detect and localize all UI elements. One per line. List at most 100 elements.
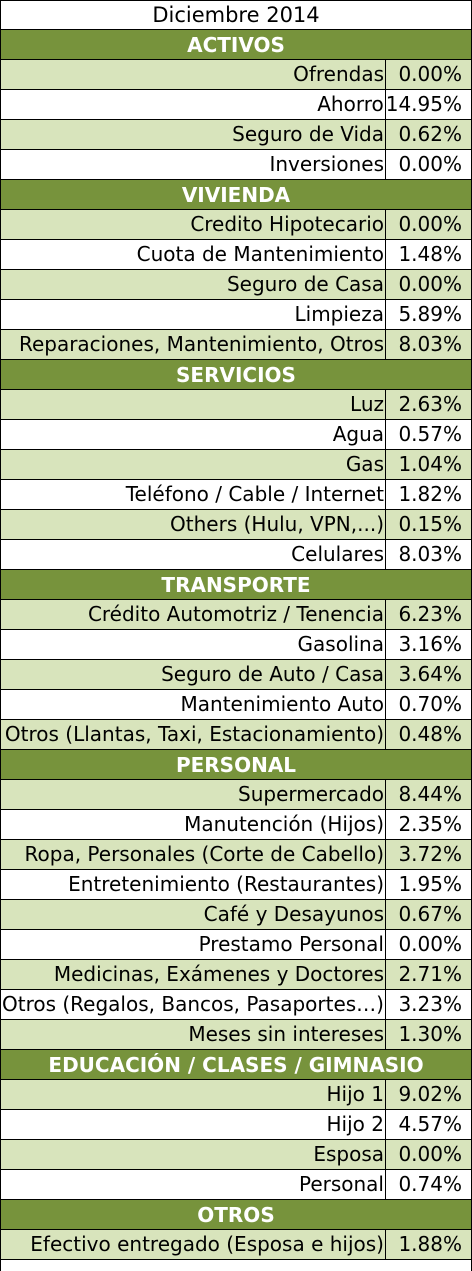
table-row: Seguro de Vida 0.62% xyxy=(0,120,472,150)
table-row: Seguro de Casa 0.00% xyxy=(0,270,472,300)
row-percentage: 3.64% xyxy=(398,662,462,686)
row-label: Medicinas, Exámenes y Doctores xyxy=(0,960,386,989)
table-row: Reparaciones, Mantenimiento, Otros 8.03% xyxy=(0,330,472,360)
table-row: Café y Desayunos 0.67% xyxy=(0,900,472,930)
table-row: Gas 1.04% xyxy=(0,450,472,480)
row-label: Ropa, Personales (Corte de Cabello) xyxy=(0,840,386,869)
table-row: Celulares 8.03% xyxy=(0,540,472,570)
row-label: Teléfono / Cable / Internet xyxy=(0,480,386,509)
table-row: Gasolina 3.16% xyxy=(0,630,472,660)
row-percentage: 3.72% xyxy=(398,842,462,866)
row-percentage: 3.23% xyxy=(398,992,462,1016)
row-percentage: 1.04% xyxy=(398,452,462,476)
row-label: Efectivo entregado (Esposa e hijos) xyxy=(0,1230,386,1259)
row-label: Meses sin intereses xyxy=(0,1020,386,1049)
row-percentage: 1.48% xyxy=(398,242,462,266)
table-row: Seguro de Auto / Casa 3.64% xyxy=(0,660,472,690)
sections-container: ACTIVOS Ofrendas 0.00% Ahorro 14.95% Seguro d… xyxy=(0,30,472,1260)
table-row: Others (Hulu, VPN,...) 0.15% xyxy=(0,510,472,540)
table-row: Otros (Llantas, Taxi, Estacionamiento) 0.… xyxy=(0,720,472,750)
table-row: Hijo 2 4.57% xyxy=(0,1110,472,1140)
table-row: Hijo 1 9.02% xyxy=(0,1080,472,1110)
row-percentage: 0.00% xyxy=(398,1142,462,1166)
row-percentage: 2.35% xyxy=(398,812,462,836)
row-percentage: 4.57% xyxy=(398,1112,462,1136)
row-label: Seguro de Vida xyxy=(0,120,386,149)
row-percentage: 8.03% xyxy=(398,542,462,566)
table-row: Meses sin intereses 1.30% xyxy=(0,1020,472,1050)
row-label: Manutención (Hijos) xyxy=(0,810,386,839)
row-label: Supermercado xyxy=(0,780,386,809)
table-row: Prestamo Personal 0.00% xyxy=(0,930,472,960)
table-row: Mantenimiento Auto 0.70% xyxy=(0,690,472,720)
row-percentage: 8.03% xyxy=(398,332,462,356)
table-row: Crédito Automotriz / Tenencia 6.23% xyxy=(0,600,472,630)
section-header: ACTIVOS xyxy=(0,30,472,60)
table-row: Efectivo entregado (Esposa e hijos) 1.88% xyxy=(0,1230,472,1260)
row-percentage: 0.00% xyxy=(398,152,462,176)
row-label: Agua xyxy=(0,420,386,449)
row-label: Celulares xyxy=(0,540,386,569)
row-label: Luz xyxy=(0,390,386,419)
row-label: Crédito Automotriz / Tenencia xyxy=(0,600,386,629)
row-label: Entretenimiento (Restaurantes) xyxy=(0,870,386,899)
row-label: Hijo 2 xyxy=(0,1110,386,1139)
table-row: Esposa 0.00% xyxy=(0,1140,472,1170)
row-label: Limpieza xyxy=(0,300,386,329)
row-percentage: 0.57% xyxy=(398,422,462,446)
row-label: Reparaciones, Mantenimiento, Otros xyxy=(0,330,386,359)
row-percentage: 1.82% xyxy=(398,482,462,506)
row-percentage: 0.00% xyxy=(398,932,462,956)
row-label: Inversiones xyxy=(0,150,386,179)
row-label: Gas xyxy=(0,450,386,479)
row-label: Seguro de Casa xyxy=(0,270,386,299)
section-header: SERVICIOS xyxy=(0,360,472,390)
row-percentage: 1.95% xyxy=(398,872,462,896)
table-row: Agua 0.57% xyxy=(0,420,472,450)
row-percentage: 1.88% xyxy=(398,1232,462,1256)
row-label: Otros (Llantas, Taxi, Estacionamiento) xyxy=(0,720,386,749)
row-percentage: 0.62% xyxy=(398,122,462,146)
table-row: Inversiones 0.00% xyxy=(0,150,472,180)
row-label: Esposa xyxy=(0,1140,386,1169)
row-label: Otros (Regalos, Bancos, Pasaportes…) xyxy=(0,990,386,1019)
row-percentage: 0.00% xyxy=(398,212,462,236)
section-header: EDUCACIÓN / CLASES / GIMNASIO xyxy=(0,1050,472,1080)
sheet-title-row: Diciembre 2014 xyxy=(0,0,472,30)
row-label: Cuota de Mantenimiento xyxy=(0,240,386,269)
row-label: Hijo 1 xyxy=(0,1080,386,1109)
table-row: Credito Hipotecario 0.00% xyxy=(0,210,472,240)
row-percentage: 8.44% xyxy=(398,782,462,806)
row-percentage: 0.15% xyxy=(398,512,462,536)
row-percentage: 2.63% xyxy=(398,392,462,416)
row-label: Seguro de Auto / Casa xyxy=(0,660,386,689)
row-label: Prestamo Personal xyxy=(0,930,386,959)
row-label: Personal xyxy=(0,1170,386,1199)
table-row: Ropa, Personales (Corte de Cabello) 3.72% xyxy=(0,840,472,870)
row-label: Mantenimiento Auto xyxy=(0,690,386,719)
row-percentage: 0.00% xyxy=(398,272,462,296)
table-row: Ahorro 14.95% xyxy=(0,90,472,120)
row-label: Credito Hipotecario xyxy=(0,210,386,239)
table-row: Luz 2.63% xyxy=(0,390,472,420)
row-percentage: 0.74% xyxy=(398,1172,462,1196)
table-row: Cuota de Mantenimiento 1.48% xyxy=(0,240,472,270)
row-percentage: 0.67% xyxy=(398,902,462,926)
table-row: Entretenimiento (Restaurantes) 1.95% xyxy=(0,870,472,900)
section-header: PERSONAL xyxy=(0,750,472,780)
row-label: Ahorro xyxy=(0,90,386,119)
row-percentage: 3.16% xyxy=(398,632,462,656)
table-row: Supermercado 8.44% xyxy=(0,780,472,810)
row-label: Gasolina xyxy=(0,630,386,659)
table-row: Manutención (Hijos) 2.35% xyxy=(0,810,472,840)
row-percentage: 2.71% xyxy=(398,962,462,986)
table-row: Teléfono / Cable / Internet 1.82% xyxy=(0,480,472,510)
section-header: VIVIENDA xyxy=(0,180,472,210)
table-row: Otros (Regalos, Bancos, Pasaportes…) 3.23… xyxy=(0,990,472,1020)
table-row: Medicinas, Exámenes y Doctores 2.71% xyxy=(0,960,472,990)
section-header: OTROS xyxy=(0,1200,472,1230)
table-row: Limpieza 5.89% xyxy=(0,300,472,330)
row-label: Café y Desayunos xyxy=(0,900,386,929)
row-percentage: 0.00% xyxy=(398,62,462,86)
